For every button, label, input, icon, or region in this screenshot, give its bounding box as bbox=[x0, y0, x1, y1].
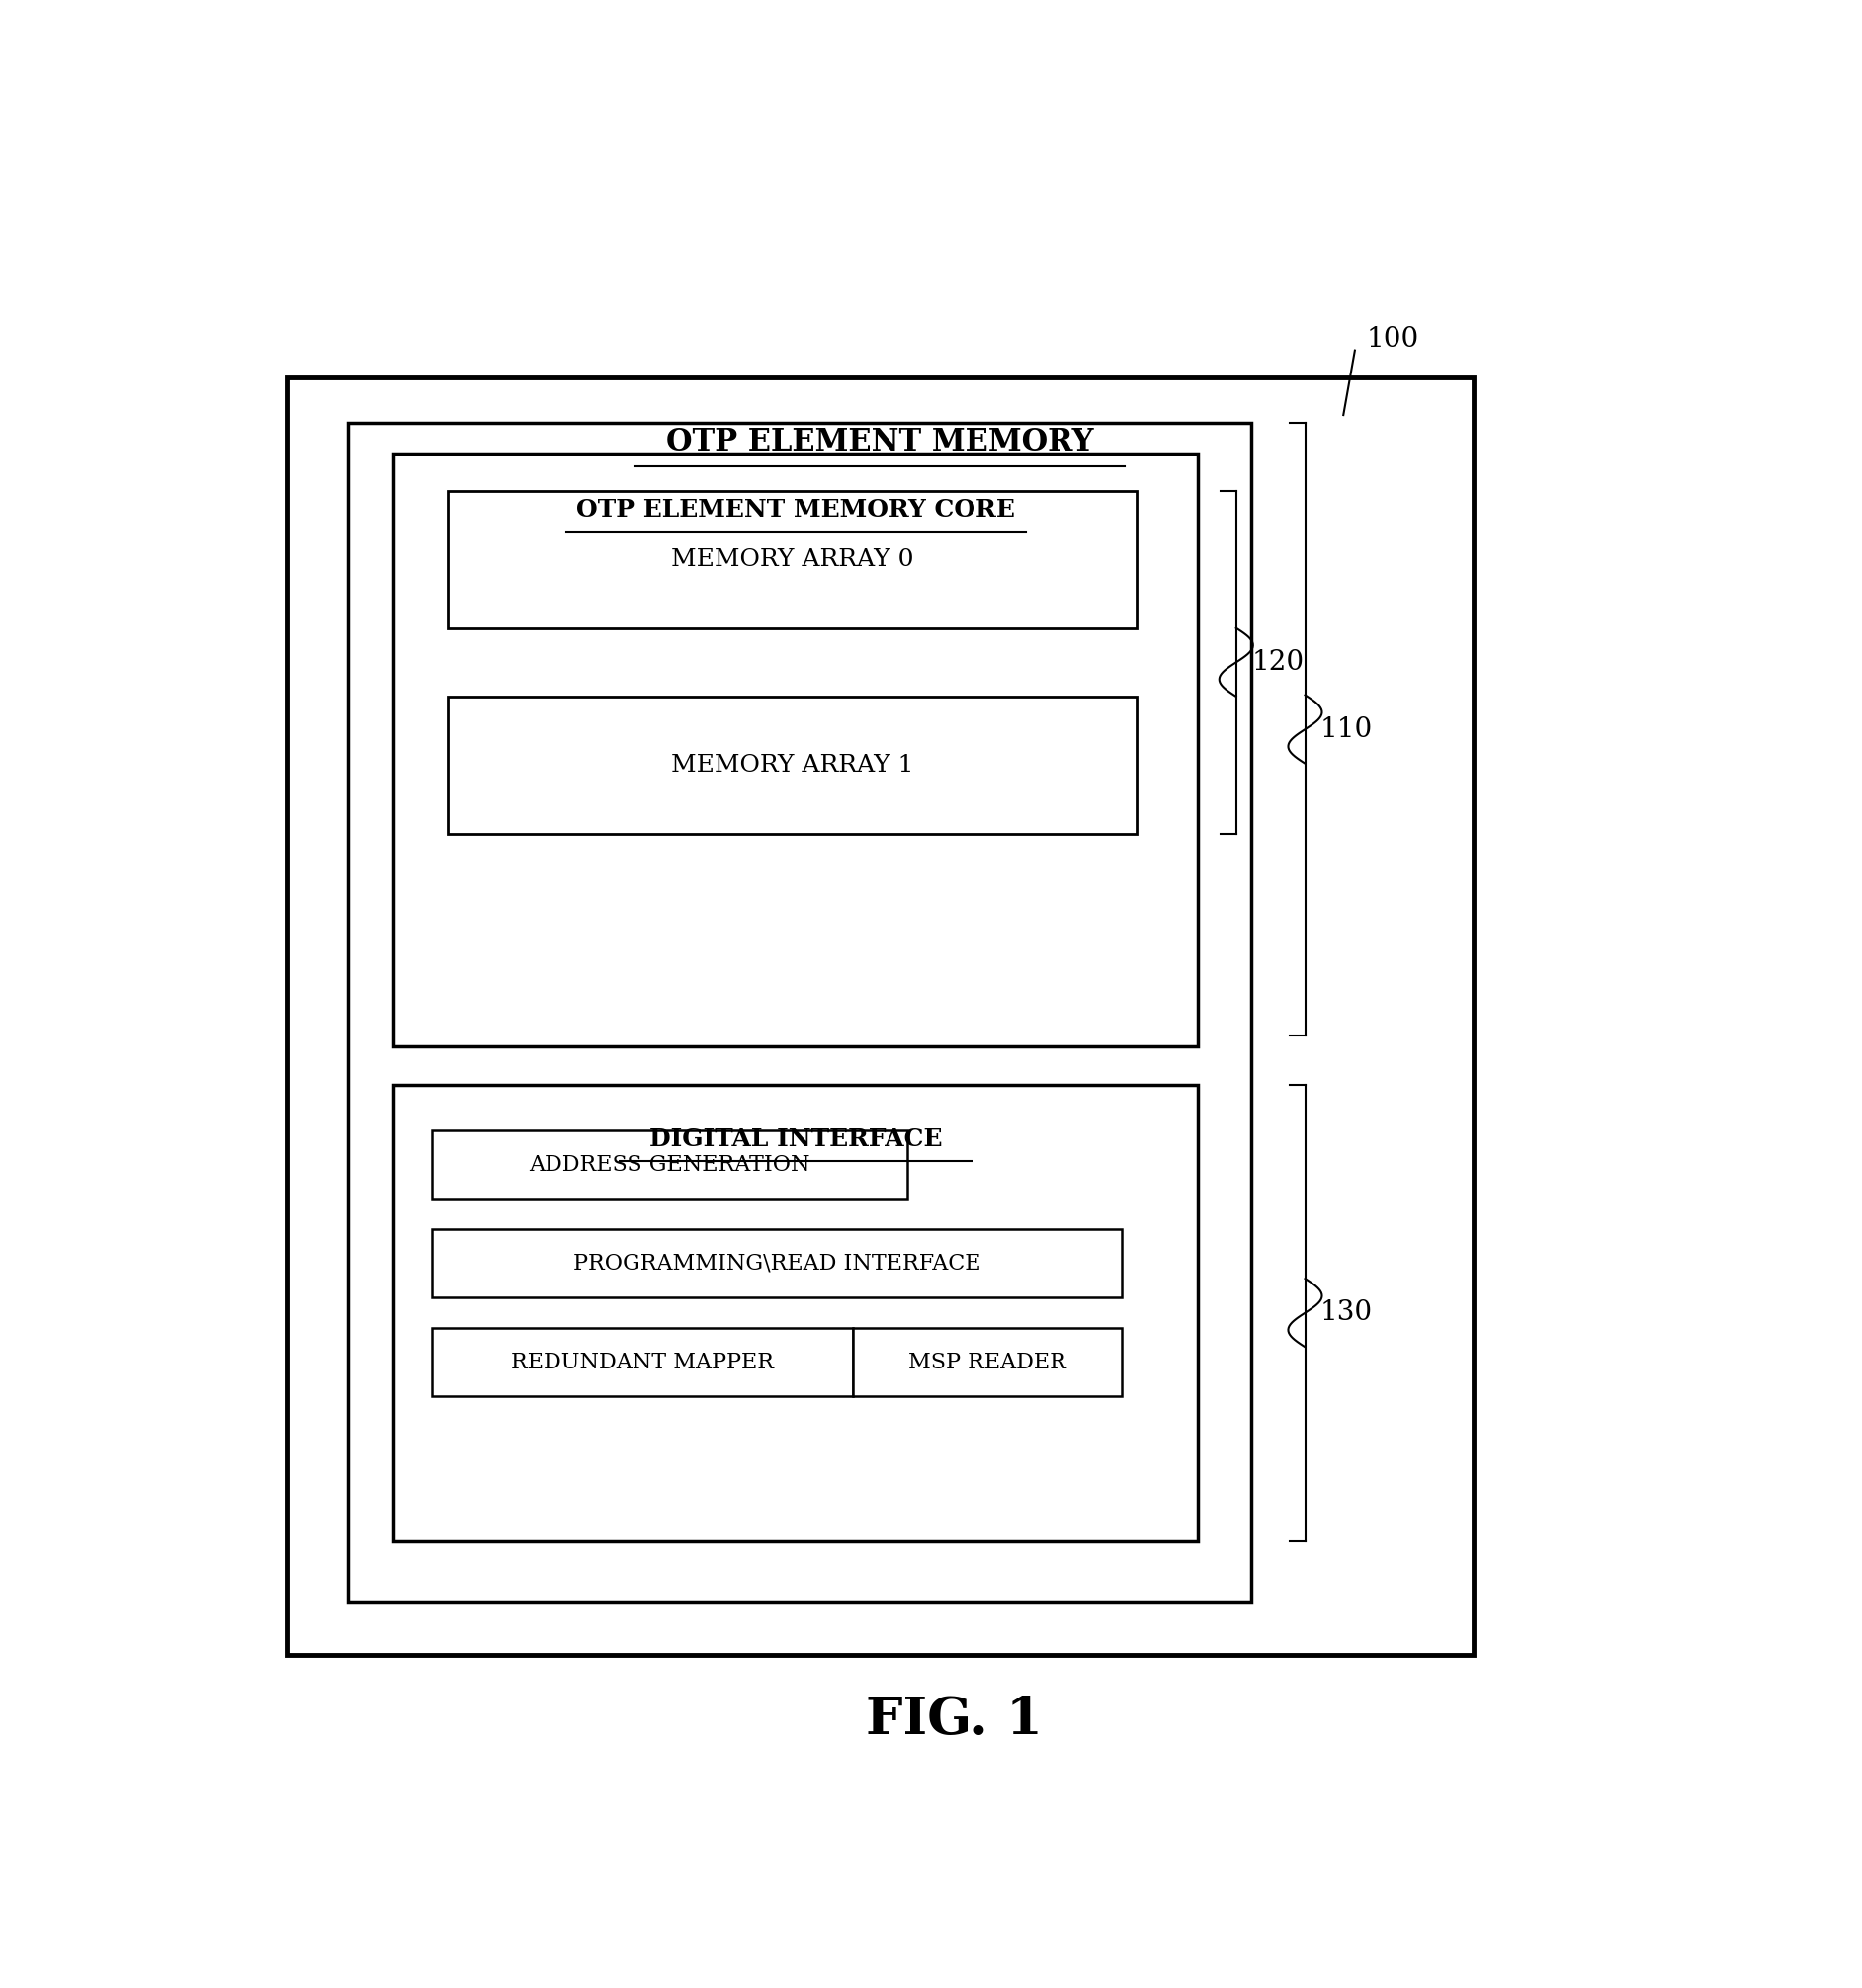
Text: OTP ELEMENT MEMORY: OTP ELEMENT MEMORY bbox=[667, 425, 1093, 457]
Text: DIGITAL INTERFACE: DIGITAL INTERFACE bbox=[650, 1127, 942, 1151]
Bar bbox=[348, 423, 1251, 1602]
Text: ADDRESS GENERATION: ADDRESS GENERATION bbox=[529, 1153, 810, 1175]
Text: PROGRAMMING\READ INTERFACE: PROGRAMMING\READ INTERFACE bbox=[573, 1252, 981, 1274]
Bar bbox=[432, 1229, 1121, 1298]
Text: MSP READER: MSP READER bbox=[909, 1352, 1067, 1374]
Bar bbox=[447, 491, 1136, 628]
Bar bbox=[287, 378, 1473, 1656]
Bar bbox=[853, 1328, 1121, 1396]
Text: 100: 100 bbox=[1367, 326, 1419, 352]
Text: REDUNDANT MAPPER: REDUNDANT MAPPER bbox=[510, 1352, 775, 1374]
Bar bbox=[393, 1085, 1197, 1541]
Text: MEMORY ARRAY 0: MEMORY ARRAY 0 bbox=[670, 549, 912, 571]
Text: 130: 130 bbox=[1320, 1300, 1372, 1326]
Bar bbox=[393, 453, 1197, 1046]
Bar bbox=[432, 1328, 853, 1396]
Text: 110: 110 bbox=[1320, 716, 1372, 744]
Text: MEMORY ARRAY 1: MEMORY ARRAY 1 bbox=[670, 753, 912, 777]
Bar bbox=[432, 1131, 907, 1199]
Bar bbox=[447, 696, 1136, 833]
Text: OTP ELEMENT MEMORY CORE: OTP ELEMENT MEMORY CORE bbox=[577, 499, 1015, 523]
Text: 120: 120 bbox=[1251, 648, 1303, 676]
Text: FIG. 1: FIG. 1 bbox=[866, 1694, 1043, 1745]
